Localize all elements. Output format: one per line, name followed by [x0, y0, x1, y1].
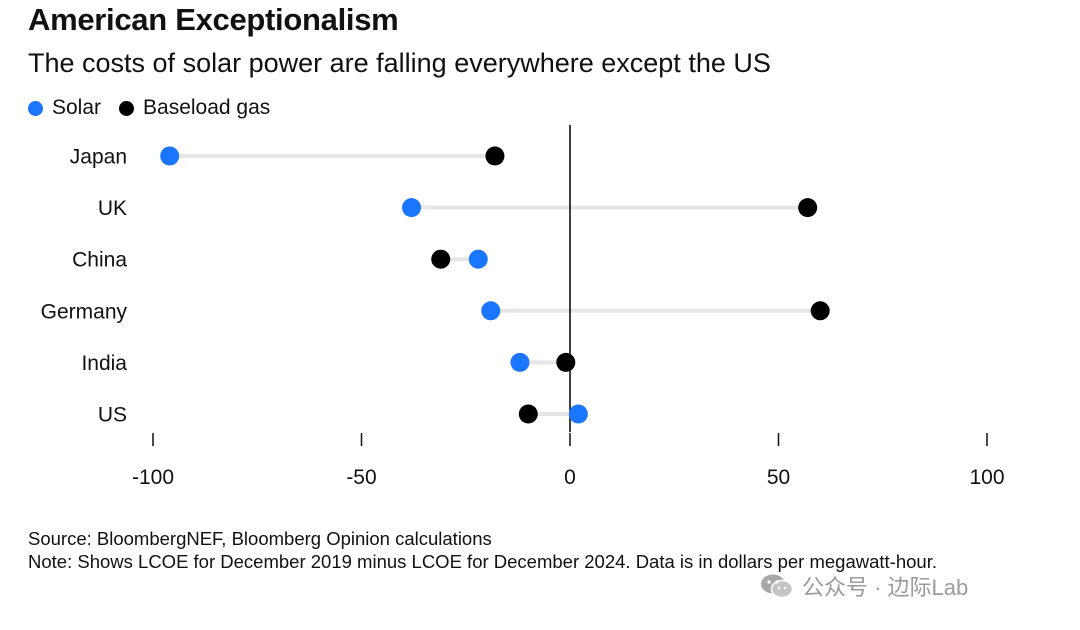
legend-swatch-gas [119, 100, 135, 116]
category-label: China [72, 249, 127, 272]
solar-dot [160, 146, 180, 166]
baseload-gas-dot [485, 146, 505, 166]
baseload-gas-dot [518, 404, 538, 424]
watermark: 公众号 · 边际Lab [760, 572, 968, 600]
legend-item-gas: Baseload gas [119, 96, 270, 120]
x-tick-label: 50 [767, 466, 790, 489]
x-tick-label: 0 [564, 466, 576, 489]
category-label: Germany [41, 300, 128, 323]
chart-title: American Exceptionalism [28, 2, 399, 37]
x-tick-label: 100 [969, 466, 1004, 489]
legend-item-solar: Solar [28, 96, 101, 120]
solar-dot [402, 198, 422, 218]
category-label: US [98, 404, 127, 427]
wechat-icon [761, 574, 794, 599]
baseload-gas-dot [810, 301, 830, 321]
baseload-gas-dot [431, 249, 451, 269]
dot-plot-chart: Japan UK China Germany India US -100 -50 0 50 100 [41, 125, 1005, 489]
footer: Source: BloombergNEF, Bloomberg Opinion … [28, 527, 1058, 573]
x-tick-label: -50 [346, 466, 376, 489]
solar-dot [510, 352, 530, 372]
legend: Solar Baseload gas [28, 94, 288, 122]
watermark-text: 公众号 · 边际Lab [802, 575, 969, 600]
legend-label-solar: Solar [52, 96, 102, 119]
baseload-gas-dot [798, 198, 818, 218]
legend-swatch-solar [28, 100, 43, 116]
source-note: Source: BloombergNEF, Bloomberg Opinion … [28, 528, 492, 549]
solar-dot [468, 249, 488, 269]
methodology-note: Note: Shows LCOE for December 2019 minus… [28, 551, 937, 572]
legend-label-gas: Baseload gas [143, 96, 271, 119]
solar-dot [568, 404, 588, 424]
chart-subtitle: The costs of solar power are falling eve… [28, 48, 771, 78]
category-label: Japan [70, 146, 127, 169]
baseload-gas-dot [556, 352, 576, 372]
solar-dot [481, 301, 501, 321]
x-tick-label: -100 [132, 466, 174, 489]
category-label: UK [98, 197, 127, 220]
category-label: India [81, 352, 127, 375]
